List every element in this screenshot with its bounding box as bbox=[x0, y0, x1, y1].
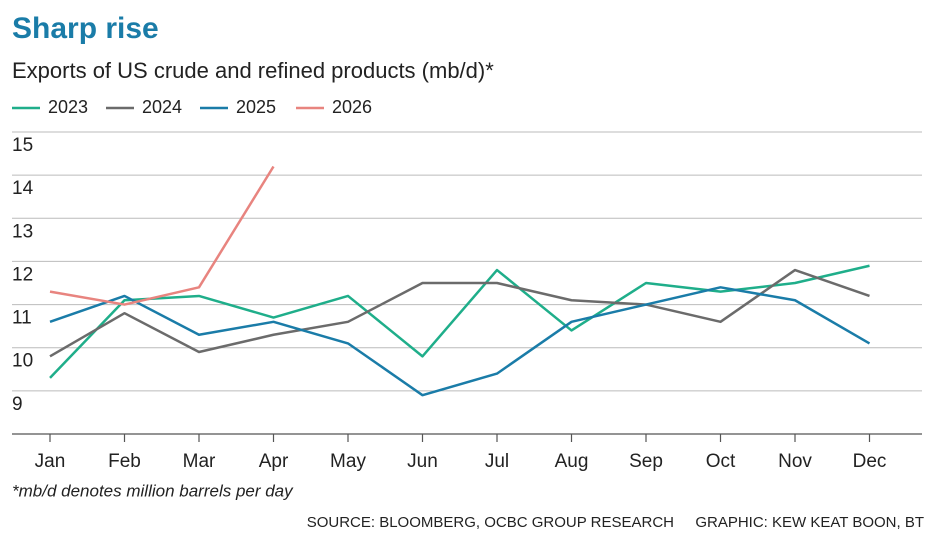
y-tick-label: 10 bbox=[12, 351, 33, 372]
x-tick-label: Mar bbox=[183, 451, 216, 472]
y-tick-label: 14 bbox=[12, 178, 34, 199]
x-tick-label: Aug bbox=[555, 451, 589, 472]
x-tick-label: Dec bbox=[853, 451, 887, 472]
series-line bbox=[49, 165, 275, 306]
y-tick-label: 13 bbox=[12, 221, 33, 242]
series-line bbox=[49, 286, 871, 397]
x-tick-label: Nov bbox=[778, 451, 812, 472]
y-tick-label: 11 bbox=[12, 308, 32, 329]
credit: GRAPHIC: KEW KEAT BOON, BT bbox=[695, 514, 924, 531]
legend-label: 2023 bbox=[48, 97, 88, 117]
legend-label: 2025 bbox=[236, 97, 276, 117]
legend-label: 2024 bbox=[142, 97, 182, 117]
x-tick-label: Apr bbox=[259, 451, 289, 472]
y-tick-label: 12 bbox=[12, 264, 33, 285]
chart-subtitle: Exports of US crude and refined products… bbox=[12, 58, 494, 83]
x-tick-label: Jul bbox=[485, 451, 509, 472]
source: SOURCE: BLOOMBERG, OCBC GROUP RESEARCH bbox=[307, 514, 674, 531]
x-tick-label: May bbox=[330, 451, 366, 472]
legend-label: 2026 bbox=[332, 97, 372, 117]
x-tick-label: Jan bbox=[35, 451, 66, 472]
chart-title: Sharp rise bbox=[12, 12, 159, 45]
x-tick-label: Sep bbox=[629, 451, 663, 472]
x-tick-label: Oct bbox=[706, 451, 736, 472]
y-tick-label: 15 bbox=[12, 135, 33, 156]
y-tick-label: 9 bbox=[12, 394, 23, 415]
footnote: *mb/d denotes million barrels per day bbox=[12, 481, 294, 500]
x-tick-label: Jun bbox=[407, 451, 438, 472]
x-tick-label: Feb bbox=[108, 451, 141, 472]
series-line bbox=[49, 268, 870, 358]
